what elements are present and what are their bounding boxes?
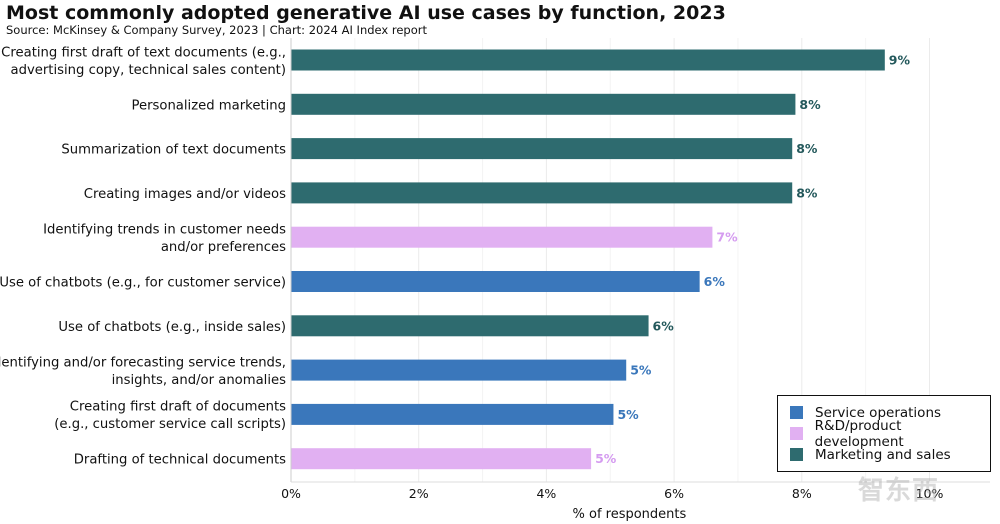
legend-label: R&D/product development	[814, 417, 904, 450]
category-label: Summarization of text documents	[61, 143, 286, 158]
chart-title: Most commonly adopted generative AI use …	[6, 2, 726, 24]
bar-value-label: 6%	[704, 274, 726, 289]
x-tick-label: 6%	[664, 486, 684, 501]
category-label: Identifying trends in customer needs	[43, 222, 286, 237]
bar-value-label: 8%	[799, 97, 821, 112]
legend-swatch	[790, 406, 803, 419]
category-label: Creating images and/or videos	[84, 187, 286, 202]
category-label: Personalized marketing	[131, 98, 286, 113]
chart-subtitle: Source: McKinsey & Company Survey, 2023 …	[6, 23, 427, 37]
x-tick-label: 10%	[916, 486, 944, 501]
category-label: Creating first draft of documents	[70, 400, 286, 415]
legend-item: R&D/product development	[790, 418, 990, 450]
category-label: Use of chatbots (e.g., inside sales)	[58, 320, 286, 335]
bar-value-label: 8%	[796, 185, 818, 200]
category-label: insights, and/or anomalies	[112, 373, 287, 388]
bar-value-label: 7%	[716, 230, 738, 245]
legend-label: Marketing and sales	[815, 446, 951, 463]
category-label: Identifying and/or forecasting service t…	[0, 355, 286, 370]
category-label: Creating first draft of text documents (…	[1, 45, 286, 60]
bar-10	[291, 448, 592, 470]
category-label: advertising copy, technical sales conten…	[11, 63, 287, 78]
legend-label: Service operations	[815, 404, 942, 421]
bar-1	[291, 49, 885, 71]
watermark-logo: 智东西	[858, 476, 940, 506]
category-label: Use of chatbots (e.g., for customer serv…	[0, 276, 286, 291]
bar-value-label: 8%	[796, 141, 818, 156]
bar-value-label: 6%	[653, 318, 675, 333]
x-axis-title: % of respondents	[573, 507, 687, 522]
bar-7	[291, 315, 649, 337]
bar-value-label: 9%	[889, 53, 911, 68]
legend-item: Marketing and sales	[790, 444, 990, 465]
chart-legend: Service operations R&D/product developmen…	[777, 395, 991, 472]
category-label: and/or preferences	[161, 240, 286, 255]
x-tick-label: 4%	[536, 486, 556, 501]
bar-value-label: 5%	[617, 407, 639, 422]
bar-2	[291, 93, 796, 115]
bar-value-label: 5%	[595, 451, 617, 466]
category-label: (e.g., customer service call scripts)	[54, 417, 286, 432]
bar-9	[291, 403, 614, 425]
bar-value-label: 5%	[630, 363, 652, 378]
x-tick-label: 8%	[792, 486, 812, 501]
legend-swatch	[790, 448, 803, 461]
bar-5	[291, 226, 713, 248]
x-tick-label: 0%	[281, 486, 301, 501]
legend-item: Service operations	[790, 402, 990, 423]
bar-8	[291, 359, 627, 381]
category-label: Drafting of technical documents	[74, 453, 286, 468]
bar-3	[291, 138, 793, 160]
x-tick-label: 2%	[409, 486, 429, 501]
bar-6	[291, 271, 700, 292]
legend-swatch	[790, 427, 803, 440]
bar-4	[291, 182, 793, 204]
